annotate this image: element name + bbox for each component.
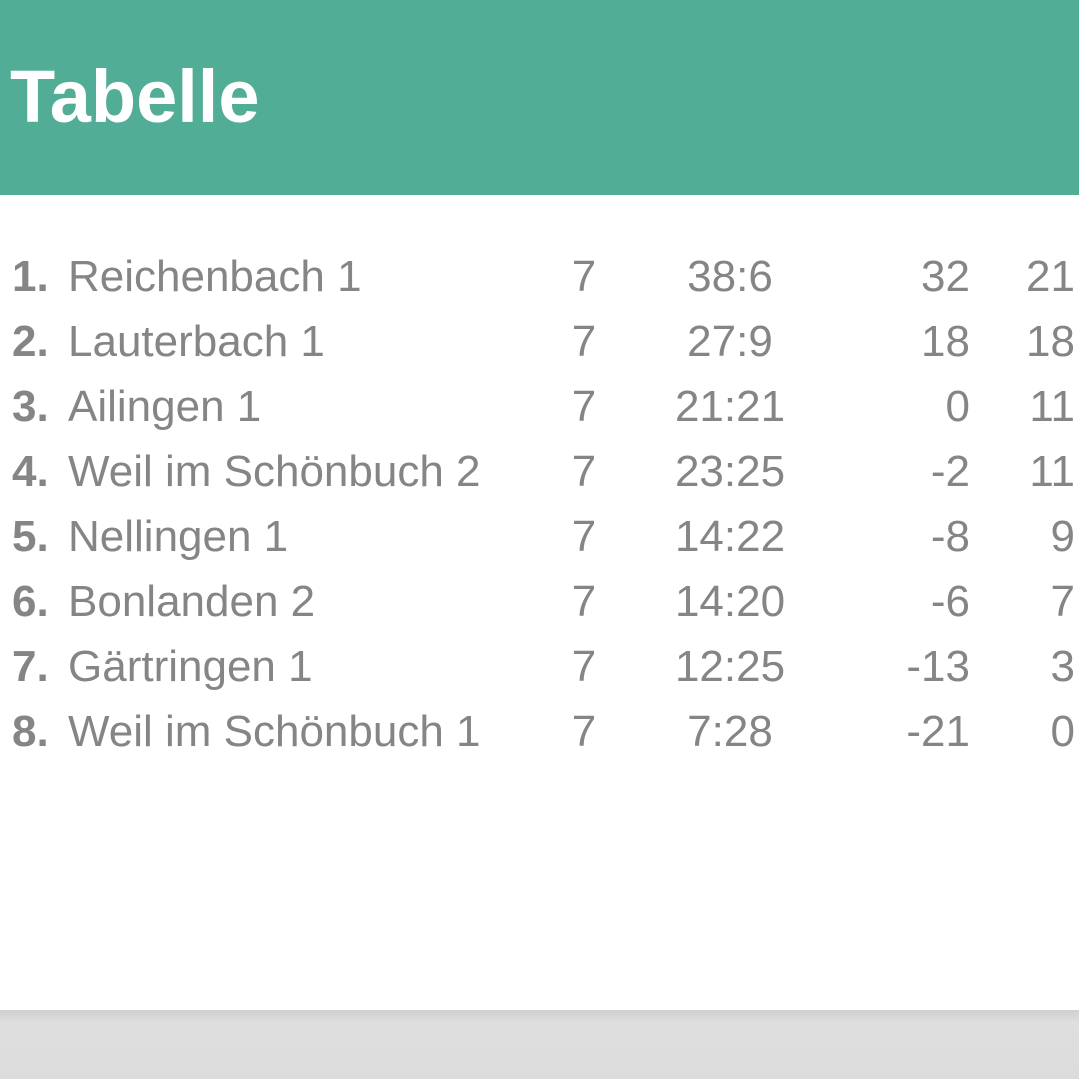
table-row: 8. Weil im Schönbuch 1 7 7:28 -21 0 <box>12 699 1075 764</box>
goals: 14:20 <box>674 577 786 626</box>
team: Weil im Schönbuch 1 <box>68 707 481 756</box>
goal-difference: 18 <box>921 317 970 366</box>
games: 7 <box>571 577 597 626</box>
goal-difference: -2 <box>930 447 970 496</box>
team: Bonlanden 2 <box>68 577 316 626</box>
goal-difference: 32 <box>921 252 970 301</box>
points: 21 <box>1026 252 1075 301</box>
footer-bar <box>0 1010 1079 1079</box>
rank: 7. <box>12 642 49 691</box>
games: 7 <box>571 252 597 301</box>
goals: 27:9 <box>687 317 773 366</box>
points: 18 <box>1026 317 1075 366</box>
games: 7 <box>571 512 597 561</box>
goal-difference: -6 <box>930 577 970 626</box>
rank: 3. <box>12 382 49 431</box>
games: 7 <box>571 382 597 431</box>
team: Gärtringen 1 <box>68 642 313 691</box>
goals: 38:6 <box>687 252 773 301</box>
goal-difference: 0 <box>945 382 970 431</box>
points: 9 <box>1050 512 1075 561</box>
goal-difference: -21 <box>906 707 970 756</box>
rank: 1. <box>12 252 49 301</box>
team: Lauterbach 1 <box>68 317 325 366</box>
team: Reichenbach 1 <box>68 252 362 301</box>
goals: 7:28 <box>687 707 773 756</box>
rank: 6. <box>12 577 49 626</box>
points: 11 <box>1029 447 1075 496</box>
rank: 4. <box>12 447 49 496</box>
table-row: 4. Weil im Schönbuch 2 7 23:25 -2 11 <box>12 439 1075 504</box>
table-row: 1. Reichenbach 1 7 38:6 32 21 <box>12 244 1075 309</box>
goals: 14:22 <box>674 512 786 561</box>
goal-difference: -8 <box>930 512 970 561</box>
table-row: 5. Nellingen 1 7 14:22 -8 9 <box>12 504 1075 569</box>
table-row: 2. Lauterbach 1 7 27:9 18 18 <box>12 309 1075 374</box>
goal-difference: -13 <box>906 642 970 691</box>
team: Weil im Schönbuch 2 <box>68 447 481 496</box>
points: 3 <box>1050 642 1075 691</box>
games: 7 <box>571 707 597 756</box>
team: Ailingen 1 <box>68 382 262 431</box>
games: 7 <box>571 447 597 496</box>
table-row: 3. Ailingen 1 7 21:21 0 11 <box>12 374 1075 439</box>
rank: 8. <box>12 707 49 756</box>
title: Tabelle <box>10 55 260 138</box>
games: 7 <box>571 642 597 691</box>
goals: 12:25 <box>674 642 786 691</box>
points: 0 <box>1050 707 1075 756</box>
team: Nellingen 1 <box>68 512 289 561</box>
points: 7 <box>1050 577 1075 626</box>
header: Tabelle <box>0 0 1079 195</box>
rank: 2. <box>12 317 49 366</box>
table-row: 7. Gärtringen 1 7 12:25 -13 3 <box>12 634 1075 699</box>
goals: 21:21 <box>674 382 786 431</box>
games: 7 <box>571 317 597 366</box>
points: 11 <box>1029 382 1075 431</box>
rank: 5. <box>12 512 49 561</box>
goals: 23:25 <box>674 447 786 496</box>
table-row: 6. Bonlanden 2 7 14:20 -6 7 <box>12 569 1075 634</box>
